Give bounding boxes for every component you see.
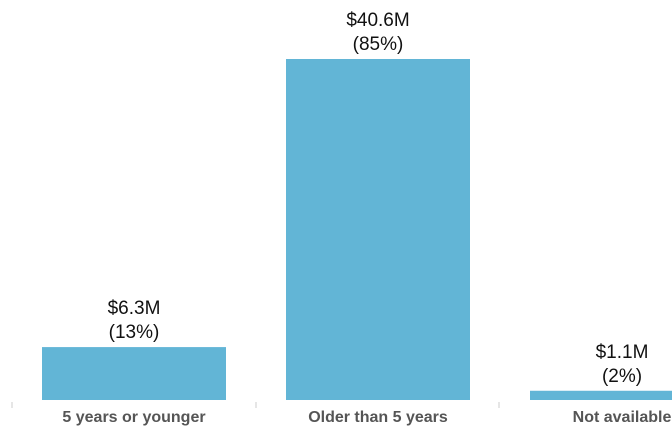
bar-0	[42, 347, 226, 400]
category-label-0: 5 years or younger	[62, 409, 205, 426]
percent-label-1: (85%)	[353, 34, 404, 55]
value-labels-group: $6.3M (13%) $40.6M (85%) $1.1M (2%)	[108, 10, 649, 387]
category-label-2: Not available	[573, 409, 672, 426]
x-axis: 5 years or younger Older than 5 years Not …	[11, 402, 672, 426]
percent-label-0: (13%)	[109, 322, 160, 343]
category-label-1: Older than 5 years	[308, 409, 448, 426]
value-label-2: $1.1M	[596, 342, 649, 363]
bar-2	[530, 390, 672, 400]
bar-1	[286, 59, 470, 400]
bars-group	[42, 59, 672, 400]
percent-label-2: (2%)	[602, 366, 642, 387]
value-label-0: $6.3M	[108, 298, 161, 319]
value-label-1: $40.6M	[346, 10, 409, 31]
